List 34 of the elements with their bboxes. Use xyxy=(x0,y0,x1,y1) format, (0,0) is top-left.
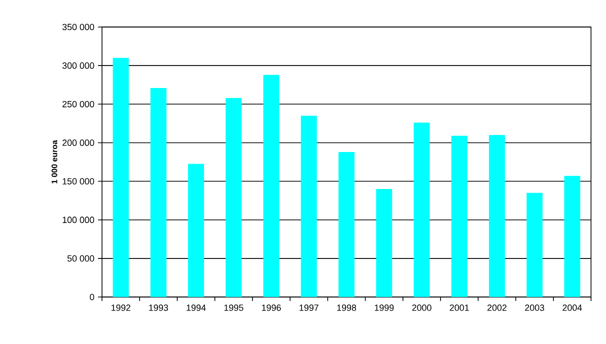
y-tick-label: 250 000 xyxy=(62,100,94,108)
x-tick-label: 1994 xyxy=(186,304,206,311)
bar xyxy=(564,176,580,297)
bar xyxy=(376,189,392,297)
x-tick-label: 1996 xyxy=(262,304,281,311)
y-tick-label: 200 000 xyxy=(62,140,94,146)
x-tick-label: 1992 xyxy=(112,304,130,311)
y-tick-label: 100 000 xyxy=(62,216,94,224)
x-tick-label: 1995 xyxy=(224,304,244,311)
x-tick-label: 1993 xyxy=(149,304,168,311)
bar xyxy=(451,136,468,297)
bar xyxy=(188,164,204,297)
bar xyxy=(338,152,355,297)
x-tick-label: 1999 xyxy=(374,304,394,311)
x-tick-label: 2002 xyxy=(487,304,506,311)
x-tick-label: 2001 xyxy=(450,304,469,311)
y-tick-label: 50 000 xyxy=(67,255,94,262)
bar xyxy=(226,98,242,297)
y-tick-label: 150 000 xyxy=(62,178,94,184)
x-tick-label: 2000 xyxy=(412,304,432,311)
bar xyxy=(414,122,430,297)
bar xyxy=(488,135,505,297)
bar xyxy=(263,74,280,297)
y-tick-label: 0 xyxy=(90,294,94,300)
bar xyxy=(300,116,317,297)
bar xyxy=(150,88,166,297)
x-tick-label: 2003 xyxy=(525,304,544,311)
x-tick-label: 1997 xyxy=(300,304,318,311)
x-tick-label: 2004 xyxy=(562,304,582,311)
y-tick-label: 300 000 xyxy=(62,62,94,69)
bar xyxy=(526,192,543,297)
y-tick-label: 350 000 xyxy=(62,24,94,30)
bar xyxy=(112,58,129,297)
x-tick-label: 1998 xyxy=(337,304,356,311)
